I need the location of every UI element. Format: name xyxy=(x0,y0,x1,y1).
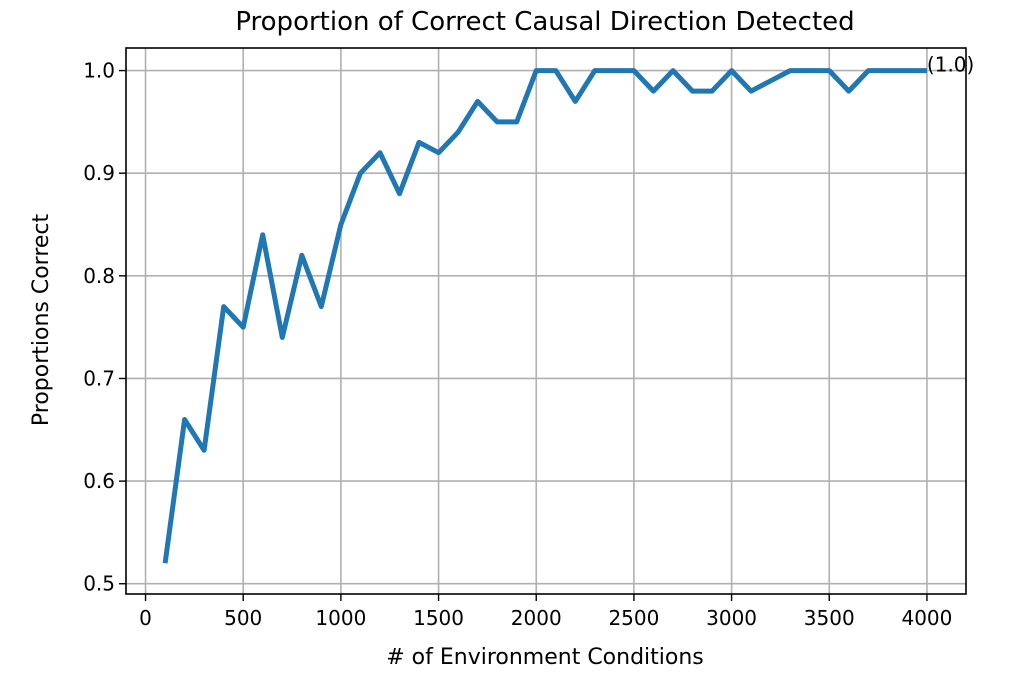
x-tick-label: 1500 xyxy=(413,606,464,630)
x-tick-label: 3000 xyxy=(706,606,757,630)
x-tick-label: 2000 xyxy=(511,606,562,630)
chart-title: Proportion of Correct Causal Direction D… xyxy=(235,7,854,37)
x-tick-label: 4000 xyxy=(901,606,952,630)
y-axis-label: Proportions Correct xyxy=(29,213,54,426)
y-tick-label: 0.8 xyxy=(83,264,115,288)
y-tick-label: 0.6 xyxy=(83,469,115,493)
x-tick-label: 500 xyxy=(224,606,262,630)
x-axis-label: # of Environment Conditions xyxy=(386,645,704,670)
series-line-0 xyxy=(162,68,927,564)
x-tick-label: 1000 xyxy=(315,606,366,630)
plot-frame xyxy=(125,47,967,595)
x-tick-label: 0 xyxy=(139,606,152,630)
y-axis-ticks: 0.5 0.6 0.7 0.8 0.9 1.0 xyxy=(83,59,126,596)
annotations: (1.0) xyxy=(927,53,974,77)
y-tick-label: 1.0 xyxy=(83,59,115,83)
y-tick-label: 0.5 xyxy=(83,572,115,596)
series-layer xyxy=(162,68,927,564)
x-axis-ticks: 0 500 1000 1500 2000 2500 3000 3500 4000 xyxy=(139,594,952,630)
annotation-label: (1.0) xyxy=(927,53,974,77)
grid xyxy=(126,48,966,594)
y-tick-label: 0.9 xyxy=(83,161,115,185)
x-tick-label: 3500 xyxy=(804,606,855,630)
x-tick-label: 2500 xyxy=(608,606,659,630)
y-tick-label: 0.7 xyxy=(83,366,115,390)
